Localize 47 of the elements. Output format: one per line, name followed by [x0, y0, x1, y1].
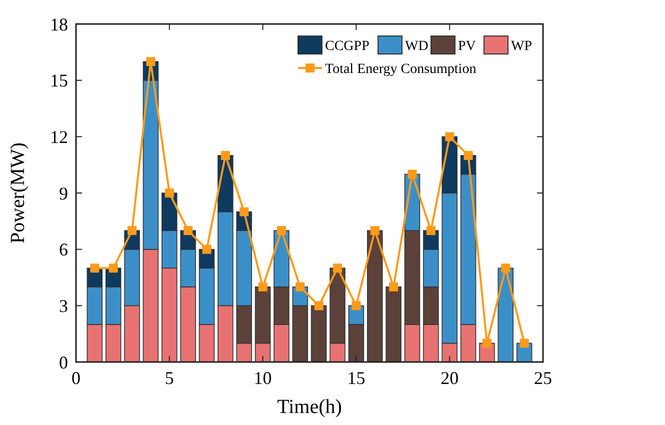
point: [240, 207, 249, 216]
point: [296, 282, 305, 292]
point: [426, 226, 436, 236]
y-tick-label: 3: [59, 296, 68, 316]
point: [258, 282, 268, 292]
legend-label: Total Energy Consumption: [325, 62, 476, 77]
point: [464, 150, 473, 160]
point: [501, 264, 510, 273]
point: [108, 264, 118, 273]
legend-label: CCGPP: [325, 39, 370, 54]
point: [276, 226, 286, 236]
point: [90, 264, 100, 273]
point: [408, 170, 417, 179]
bar: [310, 305, 327, 362]
bar: [367, 230, 383, 362]
point: [184, 226, 193, 236]
point: [352, 301, 361, 310]
x-tick-label: 0: [72, 368, 80, 388]
point: [314, 301, 324, 310]
y-tick-label: 9: [59, 183, 68, 204]
y-tick-label: 6: [59, 240, 68, 260]
point: [333, 264, 342, 273]
point: [389, 282, 398, 292]
legend-label: WP: [511, 39, 532, 54]
point: [220, 150, 230, 160]
y-tick-label: 0: [59, 352, 68, 372]
point: [445, 132, 454, 142]
point: [146, 57, 156, 66]
y-tick-label: 12: [50, 126, 68, 147]
point: [202, 244, 212, 254]
point: [370, 226, 380, 236]
x-tick-label: 10: [254, 368, 272, 388]
x-tick-label: 25: [534, 368, 552, 388]
point: [520, 338, 529, 348]
point: [128, 226, 137, 236]
legend-label: WD: [405, 39, 428, 54]
x-tick-label: 15: [347, 368, 366, 388]
y-tick-label: 18: [50, 14, 68, 34]
x-axis-title: Time(h): [277, 396, 342, 418]
legend-label: PV: [458, 39, 476, 54]
y-tick-label: 15: [50, 70, 68, 91]
point: [482, 338, 492, 348]
y-axis-title: Power(MW): [7, 142, 29, 244]
x-tick-label: 20: [440, 368, 459, 388]
bar: [386, 286, 402, 362]
point: [164, 188, 174, 198]
x-tick-label: 5: [164, 368, 174, 388]
